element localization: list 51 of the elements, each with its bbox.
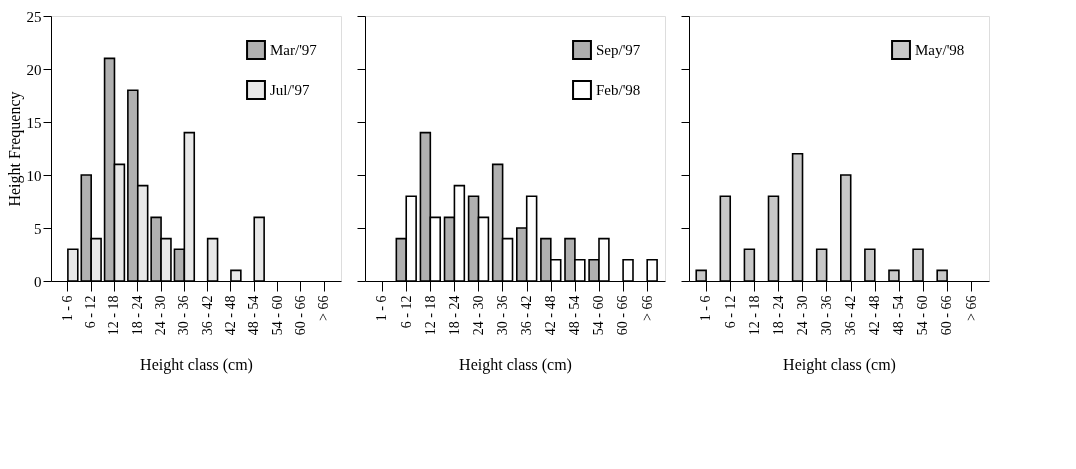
legend-label: May/'98 <box>915 42 965 58</box>
x-axis-title: Height class (cm) <box>459 356 572 375</box>
x-tick-label: 1 - 6 <box>59 295 75 322</box>
x-tick-label: 60 - 66 <box>939 295 955 336</box>
x-tick-label: 18 - 24 <box>446 295 462 336</box>
x-tick-label: 24 - 30 <box>794 295 810 336</box>
x-tick-label: 30 - 36 <box>176 295 192 336</box>
x-tick-label: 42 - 48 <box>867 295 883 336</box>
x-tick-label: 54 - 60 <box>269 295 285 336</box>
y-tick-label: 15 <box>26 114 42 131</box>
y-axis-title: Height Frequency <box>5 91 24 207</box>
x-tick-label: > 66 <box>963 295 979 321</box>
x-tick-label: 48 - 54 <box>246 295 262 336</box>
x-tick-label: 42 - 48 <box>222 295 238 336</box>
x-tick-label: 18 - 24 <box>129 295 145 336</box>
x-tick-label: 1 - 6 <box>374 295 390 322</box>
x-tick-label: 6 - 12 <box>722 295 738 329</box>
x-tick-label: > 66 <box>316 295 332 321</box>
y-tick-label: 5 <box>34 220 42 237</box>
x-tick-label: 6 - 12 <box>83 295 99 329</box>
x-tick-label: 1 - 6 <box>698 295 714 322</box>
x-tick-label: 30 - 36 <box>494 295 510 336</box>
x-tick-label: 6 - 12 <box>398 295 414 329</box>
y-tick-label: 20 <box>26 61 42 78</box>
y-tick-label: 0 <box>34 273 42 290</box>
x-tick-label: 36 - 42 <box>843 295 859 336</box>
x-tick-label: 48 - 54 <box>567 295 583 336</box>
legend-label: Sep/'97 <box>596 42 641 58</box>
legend-label: Jul/'97 <box>270 82 310 98</box>
x-tick-label: 60 - 66 <box>292 295 308 336</box>
x-axis-title: Height class (cm) <box>783 356 896 375</box>
x-tick-label: 60 - 66 <box>615 295 631 336</box>
x-tick-label: 12 - 18 <box>106 295 122 336</box>
x-tick-label: > 66 <box>639 295 655 321</box>
x-tick-label: 18 - 24 <box>770 295 786 336</box>
x-tick-label: 54 - 60 <box>591 295 607 336</box>
legend-label: Mar/'97 <box>270 42 318 58</box>
x-tick-label: 24 - 30 <box>153 295 169 336</box>
x-tick-label: 48 - 54 <box>891 295 907 336</box>
x-tick-label: 36 - 42 <box>199 295 215 336</box>
x-tick-label: 24 - 30 <box>470 295 486 336</box>
y-tick-label: 25 <box>26 8 42 25</box>
x-tick-label: 30 - 36 <box>818 295 834 336</box>
x-tick-label: 54 - 60 <box>915 295 931 336</box>
x-tick-label: 36 - 42 <box>519 295 535 336</box>
x-tick-label: 12 - 18 <box>422 295 438 336</box>
y-tick-label: 10 <box>26 167 42 184</box>
x-tick-label: 42 - 48 <box>543 295 559 336</box>
x-axis-title: Height class (cm) <box>140 356 253 375</box>
x-tick-label: 12 - 18 <box>746 295 762 336</box>
legend-label: Feb/'98 <box>596 82 641 98</box>
